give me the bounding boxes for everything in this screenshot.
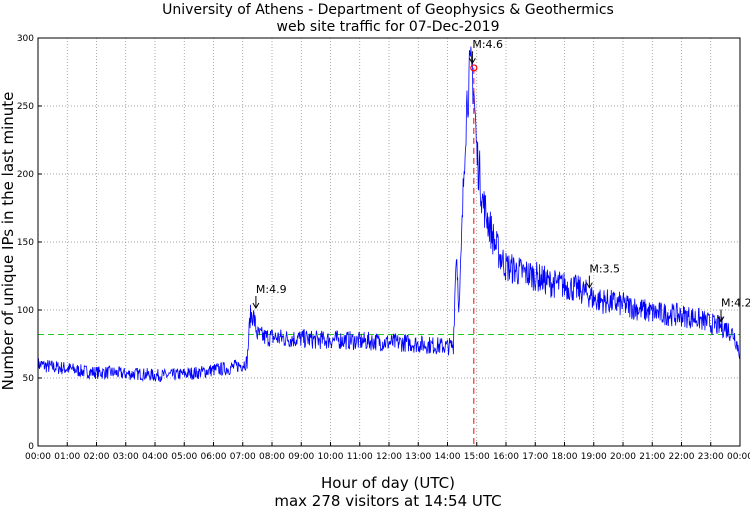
y-axis-ticks: 0 50 100 150 200 250 300 — [17, 34, 42, 452]
y-tick-label: 150 — [17, 238, 34, 248]
max-visitors-footer: max 278 visitors at 14:54 UTC — [274, 492, 501, 510]
x-tick-label: 21:00 — [639, 452, 665, 462]
x-axis-ticks: 00:00 01:00 02:00 03:00 04:00 05:00 06:00 07:00… — [25, 442, 750, 462]
x-tick-label: 08:00 — [259, 452, 285, 462]
x-tick-label: 16:00 — [493, 452, 519, 462]
x-tick-label: 03:00 — [113, 452, 139, 462]
y-tick-label: 50 — [23, 374, 35, 384]
x-tick-label: 14:00 — [435, 452, 461, 462]
x-tick-label: 10:00 — [318, 452, 344, 462]
x-tick-label: 23:00 — [698, 452, 724, 462]
annotations-group: M:4.9 M:4.6 M:3.5 M:4.2 — [252, 38, 750, 323]
annotation-arrow-head — [468, 57, 476, 65]
annotation-label: M:4.9 — [256, 283, 287, 296]
chart-subtitle: web site traffic for 07-Dec-2019 — [277, 19, 500, 35]
annotation: M:4.2 — [717, 297, 750, 323]
y-tick-label: 300 — [17, 34, 34, 44]
series-line — [37, 46, 741, 383]
x-tick-label: 07:00 — [230, 452, 256, 462]
annotation: M:4.9 — [252, 283, 287, 309]
grid-lines — [38, 38, 740, 446]
x-tick-label: 00:00 — [727, 452, 750, 462]
x-tick-label: 18:00 — [552, 452, 578, 462]
x-tick-label: 02:00 — [84, 452, 110, 462]
annotation: M:3.5 — [585, 263, 620, 289]
x-tick-label: 06:00 — [201, 452, 227, 462]
y-tick-label: 0 — [28, 442, 34, 452]
x-tick-label: 04:00 — [142, 452, 168, 462]
y-tick-label: 100 — [17, 306, 34, 316]
max-marker-group — [470, 64, 478, 446]
annotation: M:4.6 — [468, 38, 503, 65]
x-axis-label: Hour of day (UTC) — [321, 474, 455, 492]
annotation-arrow-head — [252, 302, 260, 309]
x-tick-label: 19:00 — [581, 452, 607, 462]
y-tick-label: 200 — [17, 170, 34, 180]
x-tick-label: 05:00 — [171, 452, 197, 462]
x-tick-label: 22:00 — [669, 452, 695, 462]
annotation-label: M:3.5 — [589, 263, 620, 276]
y-tick-label: 250 — [17, 102, 34, 112]
x-tick-label: 20:00 — [610, 452, 636, 462]
x-tick-label: 13:00 — [405, 452, 431, 462]
x-tick-label: 15:00 — [464, 452, 490, 462]
x-tick-label: 17:00 — [522, 452, 548, 462]
annotation-arrow-head — [717, 316, 725, 323]
annotation-label: M:4.2 — [721, 297, 750, 310]
x-tick-label: 11:00 — [347, 452, 373, 462]
series-group — [37, 46, 741, 383]
x-tick-label: 12:00 — [376, 452, 402, 462]
chart-title: University of Athens - Department of Geo… — [162, 2, 614, 18]
annotation-label: M:4.6 — [472, 38, 503, 51]
annotation-arrow-head — [585, 282, 593, 289]
x-tick-label: 01:00 — [54, 452, 80, 462]
max-point — [470, 64, 478, 72]
x-tick-label: 00:00 — [25, 452, 51, 462]
y-axis-label: Number of unique IPs in the last minute — [0, 92, 17, 391]
x-tick-label: 09:00 — [288, 452, 314, 462]
